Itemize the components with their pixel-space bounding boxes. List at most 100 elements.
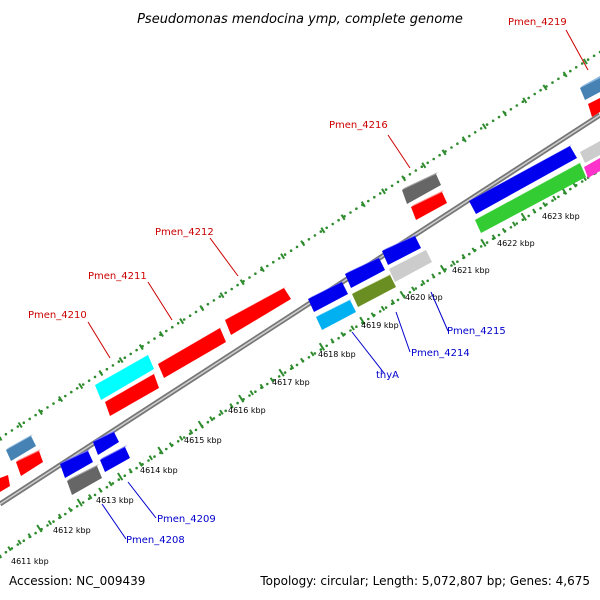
ring-tick (340, 214, 346, 221)
gene-block-blue[interactable] (93, 430, 119, 455)
gene-label[interactable]: Pmen_4214 (411, 348, 470, 359)
gene-block-blue[interactable] (469, 144, 577, 214)
ring-dot (283, 253, 287, 256)
ring-dot (515, 104, 519, 107)
gene-block-blue[interactable] (308, 280, 348, 312)
ring-dot (182, 318, 186, 321)
forward-strand-genes (0, 76, 600, 492)
gene-block-blue[interactable] (60, 449, 93, 478)
ring-dot (266, 264, 269, 268)
ring-dot (456, 142, 459, 145)
scale-tick (552, 195, 557, 201)
accession-text: Accession: NC_009439 (9, 574, 145, 588)
gene-label[interactable]: Pmen_4209 (157, 514, 216, 525)
gene-pmen-4216-gray[interactable] (402, 172, 441, 204)
ring-dot (194, 428, 198, 432)
gene-thya[interactable] (316, 298, 356, 330)
gene-block-blue[interactable] (345, 256, 385, 288)
ring-dot (123, 356, 127, 360)
ring-dot (22, 539, 26, 542)
scale-tick (532, 208, 537, 214)
scale-tick (0, 554, 3, 559)
gene-label[interactable]: Pmen_4208 (126, 535, 185, 546)
scale-label: 4611 kbp (11, 557, 49, 566)
ring-dot (479, 245, 483, 248)
gene-label[interactable]: thyA (376, 370, 399, 381)
scale-ticks (0, 58, 598, 559)
ring-dot (337, 218, 340, 222)
gene-block-red[interactable] (411, 190, 447, 220)
scale-tick (98, 487, 103, 493)
ring-dot (367, 199, 370, 203)
gene-label[interactable]: Pmen_4210 (28, 310, 87, 321)
gene-block-red[interactable] (16, 449, 43, 476)
scale-tick (390, 299, 396, 305)
gene-labels-upper: Pmen_4219 Pmen_4216 Pmen_4212 Pmen_4211 … (28, 17, 567, 321)
gene-block-red[interactable] (588, 98, 600, 117)
scale-tick (27, 533, 32, 539)
ring-dot (34, 531, 37, 535)
topology-text: Topology: circular; Length: 5,072,807 bp… (259, 574, 590, 588)
gene-pmen-4214[interactable] (352, 273, 396, 307)
gene-label[interactable]: Pmen_4212 (155, 227, 214, 238)
ring-dot (64, 512, 67, 516)
scale-tick (17, 539, 22, 545)
ring-dot (117, 478, 121, 481)
ring-dot (479, 127, 483, 130)
ring-dot (194, 310, 198, 314)
gene-pmen-4215[interactable] (389, 248, 432, 282)
ring-dot (135, 466, 138, 470)
gene-pmen-4210[interactable] (95, 353, 154, 400)
gene-pmen-4219-steel[interactable] (580, 76, 600, 100)
ring-tick (502, 110, 508, 117)
genome-backbone (0, 112, 600, 507)
gene-block-blue[interactable] (382, 234, 421, 265)
ring-dot (396, 180, 400, 184)
gene-block-lightgray[interactable] (580, 141, 600, 163)
scale-tick (189, 429, 194, 435)
ring-dot (248, 394, 251, 397)
ring-tick (582, 58, 588, 65)
ring-dot (105, 485, 109, 489)
ring-dot (153, 337, 156, 340)
ring-dot (450, 146, 453, 149)
ring-dot (70, 390, 73, 394)
scale-tick (209, 416, 214, 422)
ring-dot (135, 348, 138, 352)
scale-label: 4616 kbp (228, 406, 266, 415)
ring-dot (592, 54, 596, 58)
ring-dot (105, 367, 109, 371)
gene-block-green[interactable] (475, 161, 586, 233)
ring-dot (218, 295, 222, 298)
ring-dot (212, 417, 216, 420)
gene-pmen-4209[interactable] (100, 445, 130, 472)
ring-dot (420, 283, 424, 287)
scale-label: 4619 kbp (361, 321, 399, 330)
ring-dot (569, 187, 572, 191)
gene-block-steel[interactable] (6, 434, 36, 461)
scale-label: 4617 kbp (272, 378, 310, 387)
gene-block-magenta[interactable] (584, 158, 600, 178)
scale-tick (138, 461, 143, 467)
scale-tick (148, 455, 153, 461)
gene-pmen-4208-gray[interactable] (67, 464, 102, 495)
gene-label[interactable]: Pmen_4216 (329, 120, 388, 131)
scale-tick (421, 279, 426, 286)
scale-tick (431, 273, 436, 279)
ring-tick (360, 201, 366, 208)
ring-tick (58, 395, 64, 403)
scale-label: 4613 kbp (96, 496, 134, 505)
gene-label[interactable]: Pmen_4211 (88, 271, 147, 282)
scale-tick (572, 182, 577, 188)
gene-label[interactable]: Pmen_4215 (447, 326, 506, 337)
ring-dot (420, 165, 424, 168)
gene-block-red[interactable] (0, 475, 10, 492)
ring-dot (188, 432, 192, 436)
gene-pmen-4212[interactable] (225, 286, 291, 335)
gene-pmen-4211[interactable] (158, 326, 226, 378)
ring-dot (509, 226, 513, 229)
gene-label[interactable]: Pmen_4219 (508, 17, 567, 28)
ring-dot (206, 302, 210, 306)
ring-dot (46, 406, 49, 409)
gene-block-red[interactable] (105, 372, 159, 416)
